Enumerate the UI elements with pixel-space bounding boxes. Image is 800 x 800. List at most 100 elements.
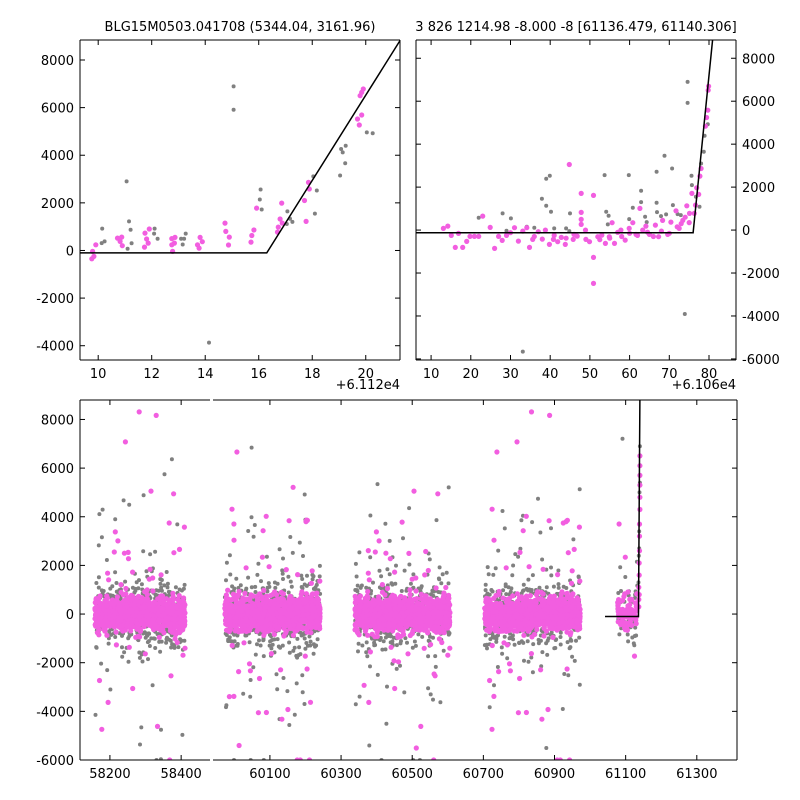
data-point-filtered [122,627,128,633]
data-point-other [227,553,232,558]
data-point-filtered [309,568,315,574]
axes: 58200 58400-6000-4000-2000020004000600080… [36,399,210,782]
data-point-other [485,565,490,570]
data-point-filtered [256,602,262,608]
data-point-other [487,592,492,597]
data-point-other [433,654,438,659]
data-point-filtered [578,209,584,215]
data-point-other [540,650,545,655]
data-point-other [446,581,451,586]
data-point-other [253,652,258,657]
x-tick-label: 16 [250,367,267,382]
data-point-other [99,241,104,246]
y-tick-label: -4000 [742,310,780,325]
data-point-other [178,637,183,642]
data-point-other [655,210,659,215]
data-point-filtered [271,631,277,638]
data-point-filtered [243,597,249,603]
data-point-filtered [176,546,183,553]
data-point-other [549,573,554,578]
data-point-filtered [290,632,296,638]
y-tick-label: 0 [66,608,74,623]
data-point-filtered [226,234,232,240]
y-tick-label: -6000 [36,754,74,769]
data-point-filtered [163,615,169,621]
data-point-other [433,664,438,669]
data-point-filtered [705,107,711,113]
data-point-filtered [275,624,282,630]
data-point-other [626,173,631,178]
data-point-filtered [268,651,274,657]
data-point-filtered [263,513,269,519]
data-point-other [153,646,158,650]
data-point-other [257,197,262,202]
data-point-other [137,578,141,583]
data-point-filtered [197,234,203,240]
data-point-other [148,552,153,557]
data-point-filtered [176,593,182,599]
data-point-other [175,522,180,527]
data-point-other [267,632,272,637]
data-point-other [151,636,156,641]
data-point-filtered [290,484,296,490]
data-point-other [625,632,630,637]
data-point-filtered [142,651,148,657]
data-point-filtered [686,210,693,216]
data-point-filtered [168,673,174,679]
data-point-filtered [279,716,285,722]
y-tick-label: 6000 [41,462,74,477]
data-point-other [176,645,181,650]
data-point-filtered [279,619,285,626]
data-point-other [156,588,161,593]
data-point-filtered [578,190,584,196]
data-point-filtered [668,219,674,225]
data-point-filtered [622,237,628,243]
data-point-filtered [652,222,659,228]
data-point-filtered [261,587,267,594]
data-point-other [526,577,531,582]
data-point-other [289,584,294,589]
data-point-filtered [503,232,510,238]
data-point-other [529,655,534,660]
data-point-other [120,633,124,638]
data-point-filtered [102,617,109,624]
data-point-filtered [233,604,239,610]
data-point-other [577,487,582,492]
data-point-other [411,585,416,590]
data-point-filtered [550,236,557,242]
data-point-filtered [234,594,240,600]
data-point-filtered [254,614,260,620]
data-point-other [416,632,421,637]
data-point-filtered [231,693,237,700]
data-point-other [398,663,402,668]
data-point-other [522,658,526,663]
data-point-other [159,585,164,590]
data-point-filtered [150,588,156,594]
data-point-other [265,589,270,594]
data-point-other [399,589,404,593]
data-point-other [385,684,389,689]
data-point-filtered [180,627,186,633]
data-point-other [446,485,451,490]
data-point-other [241,691,246,696]
data-point-filtered [298,617,304,623]
data-point-filtered [314,618,320,624]
data-point-other [120,654,125,659]
data-point-other [513,552,518,557]
data-point-filtered [125,556,132,562]
data-point-other [357,550,362,555]
data-point-other [662,153,667,158]
data-point-filtered [256,675,263,682]
data-point-other [530,520,535,525]
data-point-filtered [656,234,662,240]
data-point-other [356,641,361,646]
data-point-filtered [499,237,505,243]
data-point-other [302,702,307,706]
data-point-filtered [118,582,124,588]
data-point-filtered [175,597,182,603]
data-point-filtered [95,611,101,617]
data-point-other [544,203,549,208]
data-point-filtered [634,232,641,238]
data-point-filtered [228,607,234,613]
